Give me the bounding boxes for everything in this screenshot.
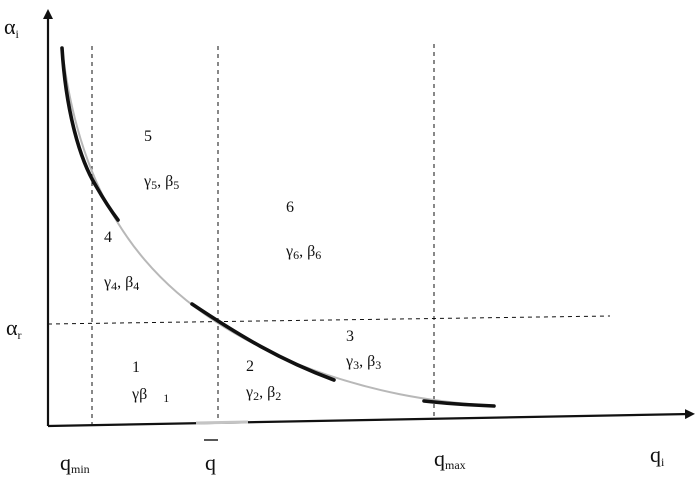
curve-segment-middle [192, 304, 334, 380]
region-5-params: γ5, β5 [143, 173, 179, 192]
region-6-number: 6 [286, 199, 294, 216]
curve-segment-upper [62, 48, 118, 220]
region-5-number: 5 [144, 128, 152, 145]
region-2-params: γ2, β2 [245, 384, 281, 403]
alpha-r-label: αr [6, 315, 22, 342]
x-axis-label: qi [650, 442, 665, 469]
alpha-r-guide [48, 316, 610, 324]
y-axis-label: αi [4, 14, 20, 41]
curve-faded [62, 48, 494, 406]
region-3-number: 3 [346, 328, 354, 345]
region-1-number: 1 [132, 359, 140, 376]
q-bar-label: q [205, 450, 216, 475]
q-min-label: qmin [60, 450, 90, 476]
x-axis-faded-segment [196, 422, 248, 423]
region-2-number: 2 [246, 358, 254, 375]
region-1-params: γβ1 [131, 386, 169, 405]
x-axis [48, 414, 690, 426]
region-3-params: γ3, β3 [345, 353, 381, 372]
region-4-number: 4 [104, 229, 112, 246]
q-max-label: qmax [434, 446, 466, 472]
region-4-params: γ4, β4 [103, 274, 139, 293]
region-6-params: γ6, β6 [285, 243, 321, 262]
